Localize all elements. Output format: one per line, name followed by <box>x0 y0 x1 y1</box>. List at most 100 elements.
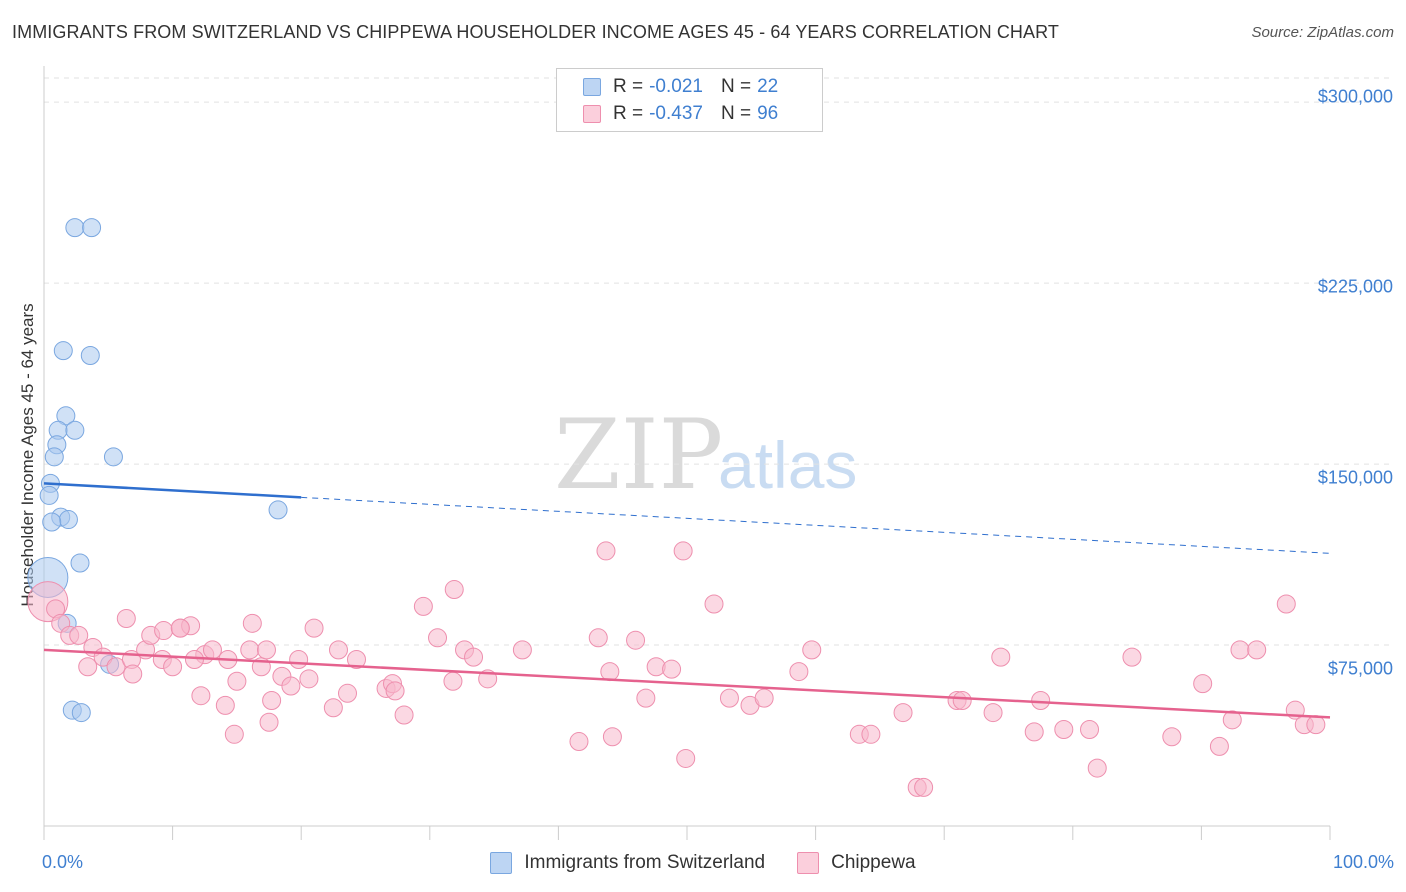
point-chippewa <box>569 732 589 752</box>
n-key: N = <box>720 76 752 97</box>
legend-swatch-chippewa <box>583 105 601 123</box>
point-chippewa <box>676 748 696 768</box>
point-switzerland <box>39 485 59 505</box>
point-chippewa <box>191 686 211 706</box>
point-chippewa <box>281 676 301 696</box>
point-chippewa <box>1247 640 1267 660</box>
legend-item-chippewa: Chippewa <box>797 852 916 874</box>
point-chippewa <box>224 724 244 744</box>
point-chippewa <box>1122 647 1142 667</box>
point-chippewa <box>789 662 809 682</box>
point-switzerland <box>65 218 85 238</box>
point-chippewa <box>719 688 739 708</box>
point-chippewa <box>242 613 262 633</box>
point-switzerland <box>268 500 288 520</box>
point-chippewa <box>163 657 183 677</box>
point-chippewa <box>704 594 724 614</box>
legend-label-switzerland: Immigrants from Switzerland <box>524 852 766 873</box>
point-chippewa <box>337 683 357 703</box>
r-value: -0.437 <box>649 103 703 124</box>
point-chippewa <box>289 650 309 670</box>
point-chippewa <box>259 712 279 732</box>
point-chippewa <box>1162 727 1182 747</box>
point-chippewa <box>673 541 693 561</box>
point-chippewa <box>304 618 324 638</box>
n-value: 22 <box>757 76 779 97</box>
n-key: N = <box>720 103 752 124</box>
point-switzerland <box>103 447 123 467</box>
point-chippewa <box>1193 674 1213 694</box>
legend-swatch-chippewa <box>797 852 820 874</box>
trend-line-switzerland-dashed <box>301 496 1331 554</box>
point-switzerland <box>65 420 85 440</box>
point-chippewa <box>123 664 143 684</box>
point-chippewa <box>636 688 656 708</box>
r-key: R = <box>613 76 644 97</box>
stats-row-switzerland: R = -0.021 N = 22 <box>583 75 796 99</box>
point-switzerland <box>70 553 90 573</box>
point-chippewa <box>602 727 622 747</box>
point-chippewa <box>754 688 774 708</box>
point-switzerland <box>58 510 78 530</box>
point-chippewa <box>299 669 319 689</box>
point-chippewa <box>202 640 222 660</box>
point-chippewa <box>69 625 89 645</box>
legend-swatch-switzerland <box>583 78 601 96</box>
point-chippewa <box>184 650 204 670</box>
point-chippewa <box>588 628 608 648</box>
y-tick-label: $300,000 <box>1317 86 1393 107</box>
point-chippewa <box>600 662 620 682</box>
x-tick-label-min: 0.0% <box>42 852 84 872</box>
point-switzerland <box>53 341 73 361</box>
chart-title: IMMIGRANTS FROM SWITZERLAND VS CHIPPEWA … <box>12 22 1060 42</box>
point-chippewa <box>1054 719 1074 739</box>
point-chippewa <box>170 618 190 638</box>
point-chippewa <box>323 698 343 718</box>
point-chippewa <box>227 671 247 691</box>
point-chippewa <box>106 657 126 677</box>
point-chippewa <box>512 640 532 660</box>
point-chippewa <box>78 657 98 677</box>
series-legend: Immigrants from Switzerland Chippewa <box>0 852 1406 874</box>
r-key: R = <box>613 103 644 124</box>
point-chippewa <box>240 640 260 660</box>
point-switzerland <box>44 447 64 467</box>
watermark-atlas: atlas <box>718 428 857 502</box>
x-tick-label-max: 100.0% <box>1332 852 1394 872</box>
point-chippewa <box>1087 758 1107 778</box>
point-chippewa <box>914 777 934 797</box>
stats-row-chippewa: R = -0.437 N = 96 <box>583 102 796 126</box>
y-tick-label: $75,000 <box>1327 658 1393 679</box>
point-chippewa <box>983 703 1003 723</box>
watermark-zip: ZIP <box>554 399 723 511</box>
point-chippewa <box>1080 719 1100 739</box>
point-chippewa <box>256 640 276 660</box>
point-chippewa <box>991 647 1011 667</box>
point-switzerland <box>80 345 100 365</box>
point-chippewa <box>596 541 616 561</box>
legend-label-chippewa: Chippewa <box>831 852 916 873</box>
point-chippewa <box>154 621 174 641</box>
point-chippewa <box>1230 640 1250 660</box>
point-switzerland <box>82 218 102 238</box>
legend-item-switzerland: Immigrants from Switzerland <box>490 852 765 874</box>
source-label: Source: ZipAtlas.com <box>1251 24 1394 41</box>
point-chippewa <box>444 580 464 600</box>
point-chippewa <box>1031 691 1051 711</box>
y-tick-label: $225,000 <box>1317 276 1393 297</box>
point-chippewa <box>802 640 822 660</box>
point-chippewa <box>328 640 348 660</box>
point-switzerland <box>42 512 62 532</box>
point-chippewa <box>1222 710 1242 730</box>
point-switzerland <box>71 703 91 723</box>
point-chippewa <box>893 703 913 723</box>
point-chippewa <box>464 647 484 667</box>
point-chippewa <box>346 650 366 670</box>
point-chippewa <box>385 681 405 701</box>
point-chippewa <box>215 695 235 715</box>
point-chippewa <box>262 691 282 711</box>
y-tick-label: $150,000 <box>1317 467 1393 488</box>
point-chippewa <box>1306 715 1326 735</box>
point-chippewa <box>1209 736 1229 756</box>
